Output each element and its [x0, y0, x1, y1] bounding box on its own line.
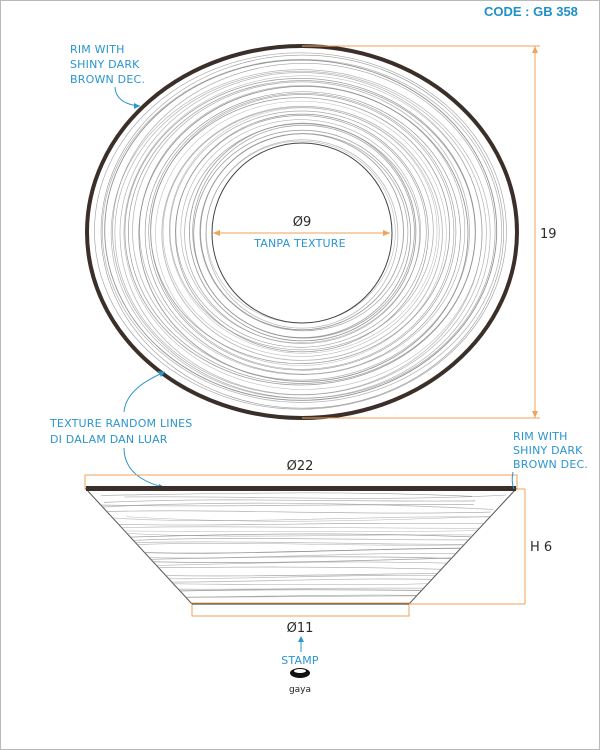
side-rim-note-line-1: RIM WITH: [513, 430, 568, 443]
texture-line: [114, 530, 502, 532]
texture-ring: [114, 70, 487, 396]
rim-note-line-1: RIM WITH: [70, 43, 125, 56]
rim-callout-leader: [114, 86, 141, 107]
texture-ring: [94, 52, 507, 410]
texture-callout-leader-top: [123, 371, 166, 413]
side-rim-note-line-3: BROWN DEC.: [513, 458, 588, 471]
texture-line: [125, 532, 516, 537]
texture-ring: [138, 85, 469, 382]
bowl-side-profile: [84, 488, 518, 605]
texture-ring: [168, 107, 438, 354]
texture-ring: [100, 54, 505, 409]
inner-no-texture-note: TANPA TEXTURE: [253, 237, 346, 250]
gaya-logo-icon: [290, 668, 310, 678]
texture-callout-leader-bottom: [123, 447, 167, 489]
texture-ring: [169, 110, 434, 351]
texture-ring: [175, 113, 429, 353]
texture-line: [113, 516, 506, 522]
texture-ring: [200, 133, 404, 331]
top-diameter-label: Ø22: [287, 459, 314, 474]
texture-line: [106, 526, 491, 529]
texture-callout-arrow-top: [158, 371, 165, 377]
side-view-rim: [86, 486, 516, 491]
top-view-texture: [94, 52, 507, 410]
stamp-brand: gaya: [289, 685, 311, 695]
rim-callout-arrow: [134, 103, 140, 109]
texture-line: [107, 522, 516, 526]
texture-line: [86, 502, 494, 510]
texture-ring: [193, 129, 411, 339]
texture-ring: [188, 122, 417, 342]
texture-line: [124, 494, 506, 499]
base-diameter-box: [191, 602, 410, 617]
texture-line: [104, 499, 476, 503]
top-view-size-label: 19: [540, 227, 557, 242]
base-diameter-label: Ø11: [287, 621, 314, 636]
texture-line: [126, 561, 476, 567]
texture-ring: [155, 100, 447, 366]
texture-ring: [175, 115, 427, 348]
texture-ring: [110, 69, 491, 399]
texture-line: [99, 543, 498, 547]
side-rim-note-line-2: SHINY DARK: [513, 444, 583, 457]
side-height-label: H 6: [530, 540, 552, 555]
texture-ring: [192, 124, 415, 339]
inner-diameter-label: Ø9: [293, 215, 312, 230]
texture-ring: [144, 91, 461, 375]
rim-note-line-3: BROWN DEC.: [70, 73, 145, 86]
stamp-arrow-head: [298, 636, 304, 642]
texture-line: [86, 510, 491, 514]
top-view: Ø9 TANPA TEXTURE 19 RIM WITH SHINY DARK …: [49, 43, 557, 490]
texture-note-line-2: DI DALAM DAN LUAR: [50, 433, 168, 446]
texture-ring: [123, 75, 483, 390]
texture-line: [90, 533, 485, 539]
side-rim-leader: [511, 471, 515, 490]
texture-ring: [161, 105, 443, 361]
texture-ring: [148, 93, 457, 371]
texture-ring: [150, 97, 450, 364]
rim-note-line-2: SHINY DARK: [70, 58, 140, 71]
texture-line: [126, 515, 493, 522]
texture-line: [106, 537, 503, 543]
texture-line: [100, 492, 473, 497]
texture-line: [115, 552, 505, 559]
texture-ring: [101, 59, 503, 403]
texture-ring: [162, 107, 440, 357]
side-view: Ø22 H 6 Ø11 RIM WITH SHINY DARK BROWN DE…: [84, 430, 588, 636]
texture-note-line-1: TEXTURE RANDOM LINES: [49, 417, 192, 430]
texture-ring: [205, 139, 399, 329]
texture-ring: [139, 85, 466, 375]
texture-ring: [184, 123, 421, 344]
texture-ring: [180, 119, 421, 344]
texture-ring: [132, 81, 470, 381]
stamp-block: STAMP gaya: [281, 636, 319, 695]
texture-ring: [127, 80, 476, 384]
product-code: CODE : GB 358: [484, 4, 578, 19]
texture-ring: [104, 59, 498, 401]
stamp-label: STAMP: [281, 654, 319, 667]
texture-line: [101, 541, 505, 545]
texture-line: [86, 503, 474, 507]
